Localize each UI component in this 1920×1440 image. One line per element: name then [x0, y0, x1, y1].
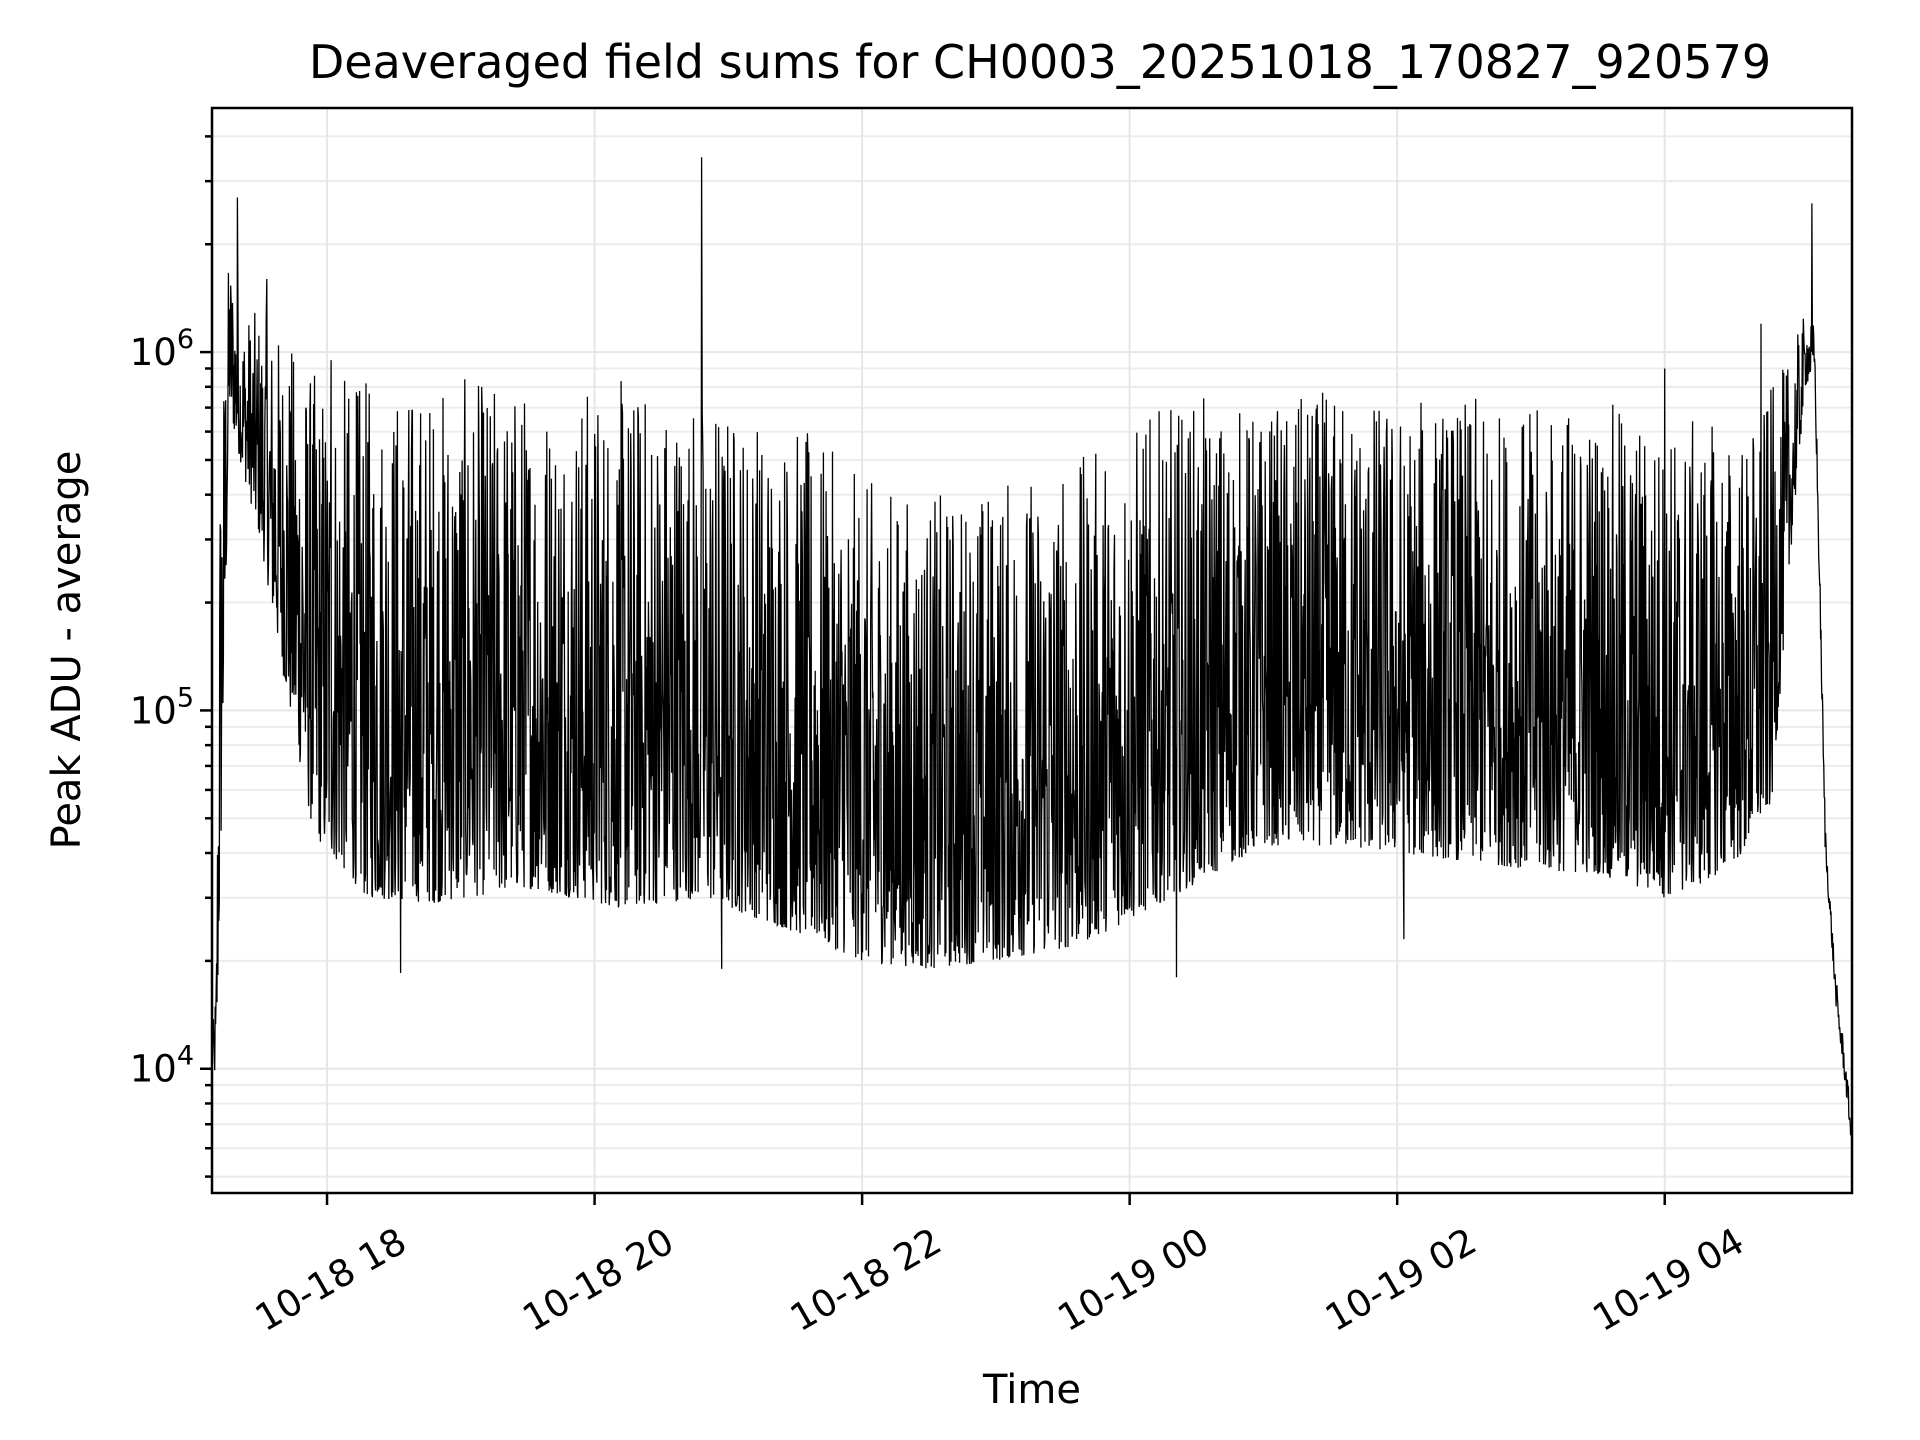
- x-tick-label: 10-19 04: [1586, 1220, 1752, 1340]
- x-axis-label: Time: [982, 1367, 1081, 1413]
- y-axis-ticks: 104 105 106: [130, 135, 212, 1178]
- y-tick-label: 105: [130, 682, 194, 732]
- x-axis-ticks: 10-18 18 10-18 20 10-18 22 10-19 00 10-19 02…: [248, 1193, 1751, 1340]
- plot-frame: [210, 106, 1854, 1195]
- series-line: [211, 157, 1853, 1138]
- chart-title: Deaveraged field sums for CH0003_2025101…: [309, 35, 1771, 89]
- y-tick-label: 106: [130, 324, 194, 374]
- x-tick-label: 10-18 20: [516, 1220, 682, 1340]
- series-layer: [211, 157, 1853, 1138]
- x-tick-label: 10-18 22: [783, 1220, 949, 1340]
- y-axis-label: Peak ADU - average: [44, 451, 90, 850]
- y-tick-label: 104: [130, 1041, 194, 1091]
- x-tick-label: 10-18 18: [248, 1220, 414, 1340]
- x-tick-label: 10-19 02: [1318, 1220, 1484, 1340]
- x-tick-label: 10-19 00: [1051, 1220, 1217, 1340]
